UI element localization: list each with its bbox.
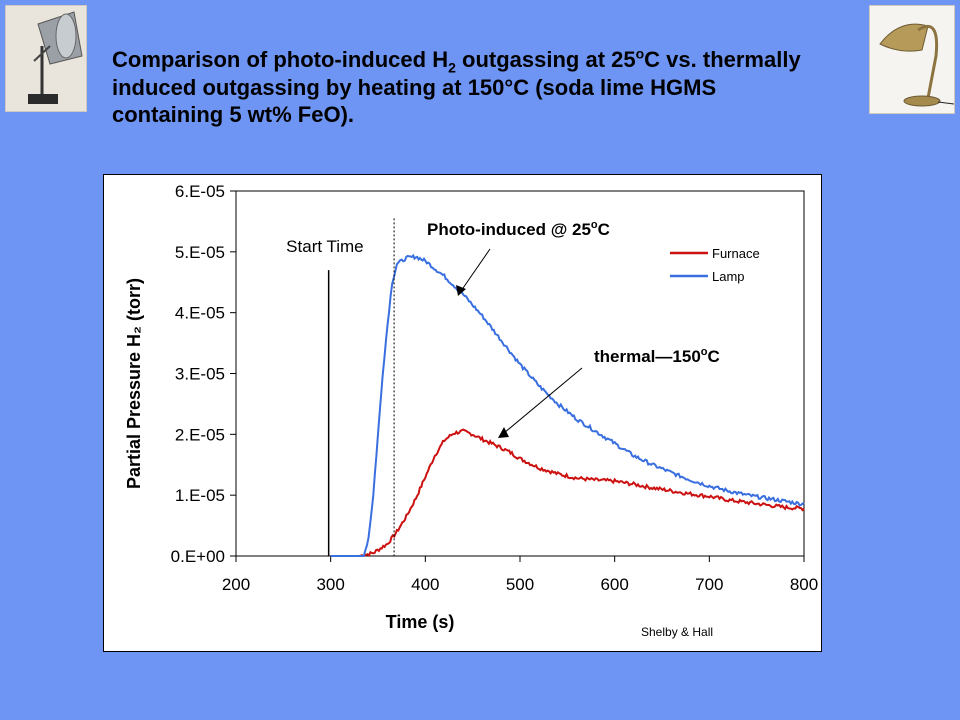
photo-annot-text: Photo-induced @ 25 <box>427 220 591 239</box>
photo-annot-suffix: C <box>598 220 610 239</box>
thermal-arrowhead <box>498 427 509 438</box>
photo-induced-annotation: Photo-induced @ 25oC <box>427 219 610 239</box>
x-tick-label: 700 <box>695 575 723 594</box>
start-time-label: Start Time <box>286 237 363 256</box>
x-tick-label: 200 <box>222 575 250 594</box>
title-part1: Comparison of photo-induced H <box>112 47 449 72</box>
credit-text: Shelby & Hall <box>641 625 713 639</box>
clamp-lamp-image <box>5 5 87 112</box>
y-tick-label: 6.E-05 <box>175 182 225 201</box>
slide-title: Comparison of photo-induced H2 outgassin… <box>112 46 832 129</box>
photo-induced-arrowhead <box>456 285 466 296</box>
x-tick-label: 800 <box>790 575 818 594</box>
x-axis-label: Time (s) <box>386 612 455 632</box>
line-chart: 0.E+00 1.E-05 2.E-05 3.E-05 4.E-05 5.E-05 6.E-… <box>124 182 818 639</box>
thermal-annot-sup: o <box>701 346 708 358</box>
thermal-arrow <box>503 367 583 434</box>
y-tick-label: 4.E-05 <box>175 304 225 323</box>
x-tick-label: 600 <box>600 575 628 594</box>
desk-lamp-image <box>869 5 955 114</box>
y-tick-label: 3.E-05 <box>175 365 225 384</box>
title-part3: C vs. thermally induced outgassing by he… <box>112 47 801 127</box>
desk-lamp-icon <box>870 6 954 113</box>
legend: Furnace Lamp <box>670 246 760 284</box>
y-tick-label: 2.E-05 <box>175 425 225 444</box>
title-part2: outgassing at 25 <box>455 47 636 72</box>
thermal-annot-text: thermal—150 <box>594 347 701 366</box>
legend-label-lamp: Lamp <box>712 269 745 284</box>
legend-label-furnace: Furnace <box>712 246 760 261</box>
y-tick-label: 0.E+00 <box>171 547 225 566</box>
clamp-lamp-icon <box>6 6 86 111</box>
y-tick-label: 1.E-05 <box>175 486 225 505</box>
series-line-lamp <box>330 253 805 557</box>
title-sup: o <box>635 45 645 62</box>
x-tick-label: 500 <box>506 575 534 594</box>
chart-panel: 0.E+00 1.E-05 2.E-05 3.E-05 4.E-05 5.E-05 6.E-… <box>103 174 822 652</box>
photo-induced-arrow <box>460 248 491 292</box>
title-sub: 2 <box>448 59 456 76</box>
thermal-annotation: thermal—150oC <box>594 346 720 366</box>
y-axis-label: Partial Pressure H₂ (torr) <box>124 278 144 489</box>
x-tick-label: 300 <box>316 575 344 594</box>
x-tick-label: 400 <box>411 575 439 594</box>
y-tick-label: 5.E-05 <box>175 243 225 262</box>
photo-annot-sup: o <box>591 219 598 231</box>
series-line-furnace <box>330 428 805 558</box>
thermal-annot-suffix: C <box>708 347 720 366</box>
